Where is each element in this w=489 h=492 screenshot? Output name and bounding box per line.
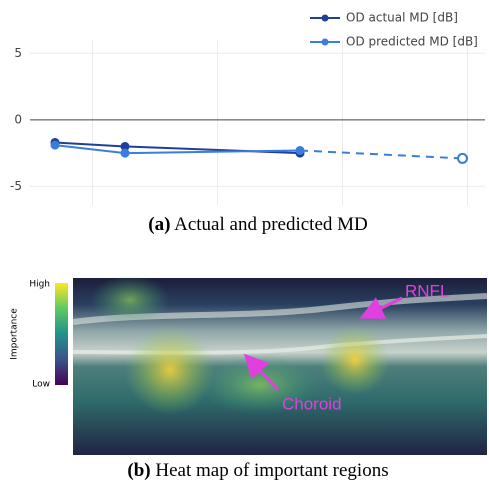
- y-tick-label: 0: [14, 112, 22, 126]
- line-chart: -5 0 5 OD actual MD [dB] OD predicted MD [dB…: [10, 11, 485, 205]
- heat-spot: [90, 275, 170, 325]
- annotation-arrow: [359, 296, 403, 319]
- caption-text: Actual and predicted MD: [174, 214, 368, 235]
- annotation: RNFL: [405, 281, 449, 300]
- caption-b: (b) Heat map of important regions: [127, 460, 388, 481]
- heat-spot: [320, 325, 390, 395]
- heatmap: High Low Importance RNFL Choroid: [10, 275, 488, 455]
- colorbar-low: Low: [32, 380, 50, 390]
- annotation: Choroid: [282, 394, 342, 413]
- caption-text: Heat map of important regions: [155, 460, 388, 481]
- data-point: [50, 140, 60, 150]
- legend-swatch: [321, 38, 329, 46]
- heat-spot: [125, 325, 215, 415]
- data-point: [120, 148, 130, 158]
- caption-label: (b): [127, 460, 150, 481]
- y-tick-label: 5: [14, 46, 22, 60]
- legend-swatch: [321, 14, 329, 22]
- heat-spot: [200, 355, 320, 415]
- legend-label: OD actual MD [dB]: [346, 11, 458, 25]
- colorbar-title: Importance: [10, 308, 20, 360]
- y-tick-label: -5: [10, 179, 22, 193]
- annotation-arrow: [243, 353, 280, 392]
- data-point: [457, 152, 468, 164]
- caption-label: (a): [148, 214, 170, 235]
- colorbar: [55, 283, 68, 385]
- legend-label: OD predicted MD [dB]: [346, 35, 478, 49]
- caption-a: (a) Actual and predicted MD: [148, 214, 368, 235]
- data-point: [295, 145, 305, 155]
- colorbar-high: High: [29, 280, 50, 290]
- forecast-line: [299, 149, 463, 160]
